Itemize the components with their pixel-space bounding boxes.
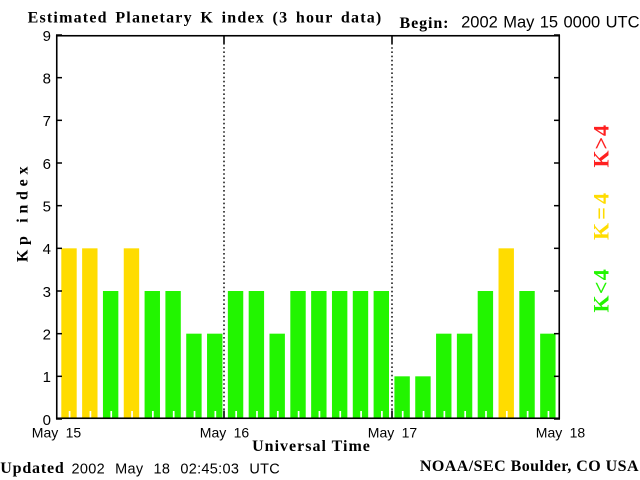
svg-text:Kp index: Kp index bbox=[15, 162, 32, 262]
svg-text:May 17: May 17 bbox=[368, 425, 418, 441]
svg-text:May 18: May 18 bbox=[536, 425, 586, 441]
svg-text:2002 May 18 02:45:03 UTC: 2002 May 18 02:45:03 UTC bbox=[72, 461, 281, 477]
svg-text:May 16: May 16 bbox=[200, 425, 250, 441]
svg-text:May 15: May 15 bbox=[32, 425, 82, 441]
svg-text:Estimated Planetary K index (3: Estimated Planetary K index (3 hour data… bbox=[28, 10, 383, 27]
svg-text:6: 6 bbox=[43, 156, 51, 173]
svg-text:2002 May 15 0000 UTC: 2002 May 15 0000 UTC bbox=[461, 14, 639, 32]
svg-text:2: 2 bbox=[43, 326, 51, 343]
svg-text:4: 4 bbox=[43, 241, 51, 258]
svg-text:7: 7 bbox=[43, 113, 51, 130]
svg-text:K>4: K>4 bbox=[589, 124, 614, 167]
svg-text:9: 9 bbox=[43, 28, 51, 45]
svg-text:Begin:: Begin: bbox=[400, 15, 450, 32]
svg-text:5: 5 bbox=[43, 198, 51, 215]
svg-text:1: 1 bbox=[43, 369, 51, 386]
svg-text:K<4: K<4 bbox=[589, 268, 614, 313]
svg-text:NOAA/SEC Boulder, CO USA: NOAA/SEC Boulder, CO USA bbox=[420, 458, 639, 475]
svg-text:8: 8 bbox=[43, 70, 51, 87]
svg-text:K=4: K=4 bbox=[589, 190, 614, 240]
svg-text:3: 3 bbox=[43, 284, 51, 301]
svg-text:Updated: Updated bbox=[0, 460, 64, 477]
svg-text:Universal Time: Universal Time bbox=[252, 438, 371, 455]
svg-text:0: 0 bbox=[43, 412, 51, 429]
